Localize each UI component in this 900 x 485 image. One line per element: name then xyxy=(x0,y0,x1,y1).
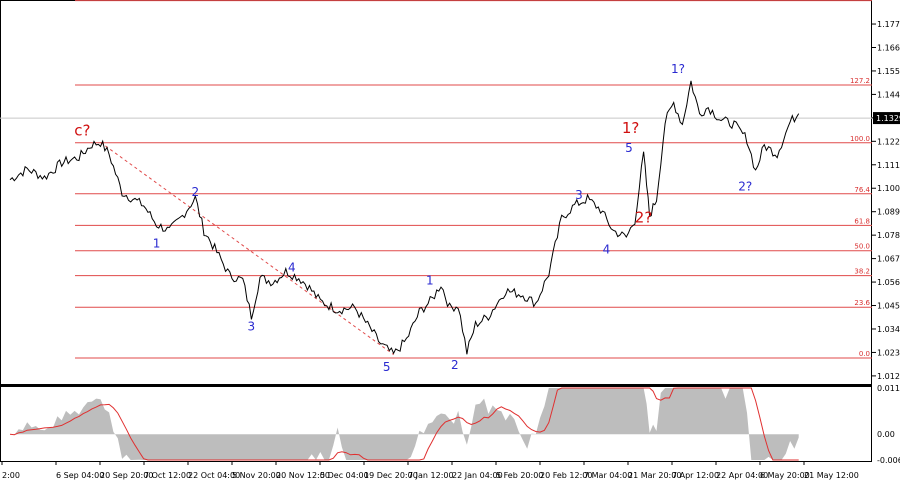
wave-label-b4: 4 xyxy=(603,243,611,257)
time-tick-label: 21 May 12:00 xyxy=(804,471,859,480)
price-tick-label: 1.0890 xyxy=(877,208,900,217)
price-tick-label: 1.1550 xyxy=(877,67,900,76)
time-tick-label: 20 Nov 12:00 xyxy=(276,471,330,480)
time-tick-label: 22 Jan 04:00 xyxy=(452,471,503,480)
wave-label-w3: 3 xyxy=(248,319,256,333)
price-tick-label: 1.1000 xyxy=(877,184,900,193)
time-tick-label: 2:00 xyxy=(2,471,20,480)
trend-line xyxy=(100,141,394,355)
fib-label-76.4: 76.4 xyxy=(854,186,870,194)
price-tick-label: 1.0780 xyxy=(877,231,900,240)
price-tick-label: 1.0230 xyxy=(877,348,900,357)
current-price-label: 1.1329 xyxy=(876,114,900,123)
current-price-tag xyxy=(873,112,900,125)
price-tick-label: 1.0340 xyxy=(877,325,900,334)
oscillator-histogram xyxy=(10,388,799,460)
osc-tick-label: -0.00653 xyxy=(877,456,900,465)
wave-label-c: c? xyxy=(74,122,90,140)
price-tick-label: 1.1110 xyxy=(877,161,900,170)
price-line xyxy=(9,80,800,355)
wave-labels: c? 1 2 3 4 5 1 2 3 4 5 1? 2? 1? 2? xyxy=(74,62,752,374)
time-tick-label: 7 Oct 12:00 xyxy=(144,471,191,480)
wave-label-w5: 5 xyxy=(383,360,391,374)
price-tick-label: 1.0120 xyxy=(877,372,900,381)
time-tick-label: 19 Dec 20:00 xyxy=(364,471,418,480)
time-tick-label: 20 Feb 12:00 xyxy=(540,471,592,480)
wave-label-b2: 2 xyxy=(451,358,459,372)
fib-label-38.2: 38.2 xyxy=(854,268,870,276)
price-tick-label: 1.0450 xyxy=(877,302,900,311)
time-tick-label: 5 Nov 20:00 xyxy=(232,471,281,480)
wave-label-peak1: 1? xyxy=(671,62,685,76)
fib-label-61.8: 61.8 xyxy=(854,217,870,225)
time-tick-label: 20 Sep 20:00 xyxy=(100,471,153,480)
wave-label-top2: 2? xyxy=(635,208,653,226)
wave-label-b5: 5 xyxy=(625,141,633,155)
price-tick-label: 1.1440 xyxy=(877,90,900,99)
time-tick-label: 5 Feb 20:00 xyxy=(496,471,543,480)
time-tick-label: 21 Mar 20:00 xyxy=(628,471,681,480)
dashed-trend-line xyxy=(100,141,394,355)
wave-label-last2: 2? xyxy=(738,179,752,193)
wave-label-top1: 1? xyxy=(622,119,640,137)
price-series xyxy=(9,80,800,355)
fib-label-161.8: 161.8 xyxy=(850,0,870,1)
oscillator-signal-line xyxy=(9,387,799,461)
time-tick-label: 6 May 20:00 xyxy=(760,471,810,480)
fib-label-0.0: 0.0 xyxy=(859,350,870,358)
time-tick-label: 22 Oct 04:00 xyxy=(188,471,240,480)
fib-label-50.0: 50.0 xyxy=(854,243,870,251)
price-tick-label: 1.0670 xyxy=(877,255,900,264)
time-tick-label: 7 Apr 12:00 xyxy=(672,471,719,480)
time-tick-label: 7 Jan 12:00 xyxy=(408,471,454,480)
price-tick-label: 1.1660 xyxy=(877,43,900,52)
time-tick-label: 22 Apr 04:00 xyxy=(716,471,768,480)
time-tick-label: 6 Sep 04:00 xyxy=(56,471,104,480)
wave-label-b3: 3 xyxy=(575,188,583,202)
osc-tick-label: 0.01168 xyxy=(877,384,900,393)
wave-label-w1: 1 xyxy=(153,236,161,250)
price-axis: 1.17701.16601.15501.14401.13301.12201.11… xyxy=(872,20,900,381)
price-tick-label: 1.1770 xyxy=(877,20,900,29)
wave-label-w2: 2 xyxy=(192,185,200,199)
fib-label-100.0: 100.0 xyxy=(850,135,870,143)
oscillator: 0.01168 0.00 -0.00653 xyxy=(9,384,900,465)
osc-tick-label: 0.00 xyxy=(877,430,895,439)
fib-label-23.6: 23.6 xyxy=(854,299,870,307)
wave-label-b1: 1 xyxy=(426,273,434,287)
time-tick-label: 5 Dec 04:00 xyxy=(320,471,369,480)
time-tick-label: 7 Mar 04:00 xyxy=(584,471,632,480)
fib-label-127.2: 127.2 xyxy=(850,77,870,85)
price-tick-label: 1.0560 xyxy=(877,278,900,287)
price-tick-label: 1.1220 xyxy=(877,137,900,146)
wave-label-w4: 4 xyxy=(288,261,296,275)
